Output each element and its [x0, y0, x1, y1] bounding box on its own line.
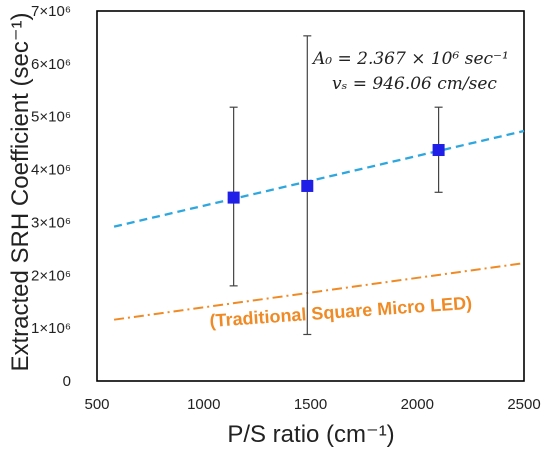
- axis-titles: P/S ratio (cm⁻¹) Extracted SRH Coefficie…: [7, 12, 395, 448]
- y-tick-label: 2×10⁶: [31, 267, 71, 284]
- x-tick-label: 2500: [507, 396, 540, 413]
- y-tick-label: 4×10⁶: [31, 162, 71, 179]
- traditional-line: [113, 262, 525, 321]
- y-tick-label: 0: [63, 373, 71, 390]
- y-axis-title: Extracted SRH Coefficient (sec⁻¹): [7, 12, 34, 371]
- fit-annotation-a0: A₀ = 2.367 × 10⁶ sec⁻¹: [311, 49, 509, 69]
- data-point: [432, 144, 445, 157]
- y-tick-label: 6×10⁶: [31, 56, 71, 73]
- data-point: [301, 179, 314, 192]
- x-axis-title: P/S ratio (cm⁻¹): [227, 421, 394, 448]
- data-point: [227, 191, 240, 204]
- plot-frame: [96, 10, 525, 382]
- x-tick-label: 2000: [401, 396, 434, 413]
- fit-annotation-vs: vₛ = 946.06 cm/sec: [332, 74, 497, 94]
- plot-area: 500 1000 1500 2000 2500 0 1×10⁶ 2×10⁶ 3×10⁶ 4×10⁶…: [31, 3, 541, 413]
- x-tick-label: 500: [84, 396, 109, 413]
- fit-line: [113, 129, 525, 228]
- x-tick-label: 1500: [294, 396, 327, 413]
- y-tick-label: 3×10⁶: [31, 214, 71, 231]
- y-tick-label: 1×10⁶: [31, 320, 71, 337]
- x-tick-label: 1000: [187, 396, 220, 413]
- y-tick-label: 5×10⁶: [31, 109, 71, 126]
- y-tick-label: 7×10⁶: [31, 3, 71, 20]
